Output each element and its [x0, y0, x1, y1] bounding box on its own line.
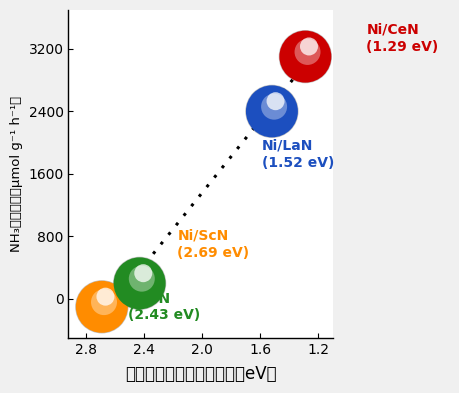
Point: [100, 299, 107, 305]
Point: [305, 43, 312, 50]
Point: [270, 103, 277, 110]
Point: [98, 304, 105, 310]
Point: [138, 275, 145, 282]
Point: [268, 108, 275, 114]
X-axis label: 窒素空孔形成エネルギー（eV）: 窒素空孔形成エネルギー（eV）: [124, 365, 276, 383]
Point: [139, 270, 146, 276]
Point: [301, 53, 308, 60]
Text: Ni/CeN
(1.29 eV): Ni/CeN (1.29 eV): [366, 23, 438, 54]
Text: Ni/YN
(2.43 eV): Ni/YN (2.43 eV): [128, 291, 200, 322]
Point: [101, 294, 109, 300]
Point: [301, 53, 308, 60]
Point: [136, 280, 143, 286]
Point: [136, 280, 143, 286]
Point: [98, 304, 105, 310]
Y-axis label: NH₃生成速度（μmol g⁻¹ h⁻¹）: NH₃生成速度（μmol g⁻¹ h⁻¹）: [10, 96, 22, 252]
Text: Ni/ScN
(2.69 eV): Ni/ScN (2.69 eV): [177, 229, 249, 260]
Point: [268, 108, 275, 114]
Text: Ni/LaN
(1.52 eV): Ni/LaN (1.52 eV): [261, 139, 333, 170]
Point: [303, 49, 311, 55]
Point: [271, 98, 279, 104]
